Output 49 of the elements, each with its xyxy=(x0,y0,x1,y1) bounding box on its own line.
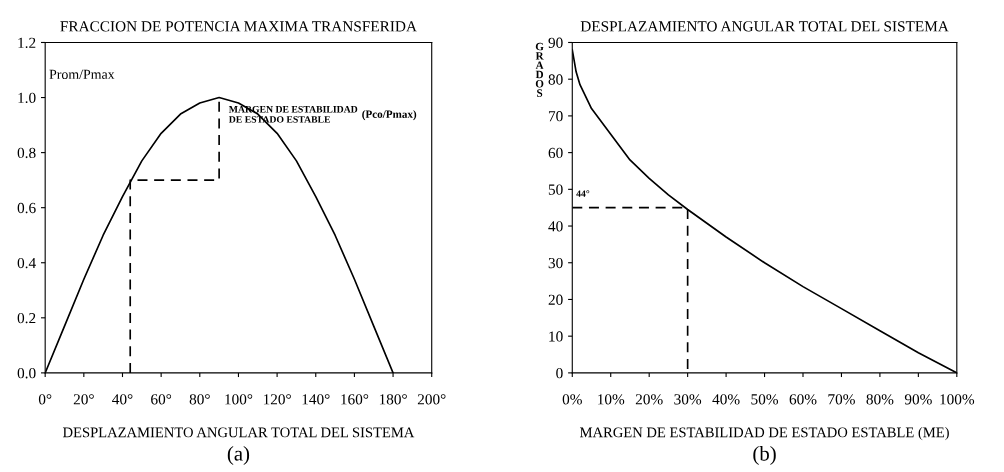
x-tick-label: 40% xyxy=(712,394,740,405)
annotation: (Pco/Pmax) xyxy=(362,110,417,121)
y-axis-title: GRADOS xyxy=(535,42,544,97)
chart-title: DESPLAZAMIENTO ANGULAR TOTAL DEL SISTEMA xyxy=(580,21,949,32)
y-tick-label: 20 xyxy=(548,294,563,305)
x-tick-label: 70% xyxy=(828,394,855,405)
x-tick-label: 120° xyxy=(263,394,291,405)
y-axis-title: Prom/Pmax xyxy=(49,69,115,79)
y-tick-label: 70 xyxy=(548,111,563,122)
x-tick-label: 20° xyxy=(73,394,94,405)
y-tick-label: 0.2 xyxy=(17,312,36,324)
y-tick-label: 0.8 xyxy=(17,147,36,159)
y-tick-label: 40 xyxy=(548,221,563,232)
x-tick-label: 60° xyxy=(151,394,172,405)
text: (a) xyxy=(227,446,250,465)
x-tick-label: 100% xyxy=(940,394,975,405)
y-tick-label: 0.6 xyxy=(17,202,36,214)
x-tick-label: 80° xyxy=(189,394,210,405)
y-tick-label: 10 xyxy=(549,331,563,342)
x-tick-label: 50% xyxy=(751,394,779,405)
y-tick-label: 1.2 xyxy=(18,37,36,48)
chart-title: FRACCION DE POTENCIA MAXIMA TRANSFERIDA xyxy=(60,21,417,32)
x-tick-label: 200° xyxy=(417,394,446,405)
x-tick-label: 60% xyxy=(789,394,817,405)
x-axis-title: MARGEN DE ESTABILIDAD DE ESTADO ESTABLE (ME) xyxy=(579,427,949,441)
y-tick-label: 60 xyxy=(548,147,563,159)
y-tick-label: 50 xyxy=(548,184,563,195)
y-tick-label: 0 xyxy=(556,368,563,379)
x-tick-label: 40° xyxy=(112,394,133,405)
x-tick-label: 100° xyxy=(225,394,253,405)
x-tick-label: 90% xyxy=(904,394,932,405)
x-tick-label: 0% xyxy=(562,394,582,405)
text: (b) xyxy=(753,446,776,465)
x-tick-label: 30% xyxy=(674,394,702,405)
y-tick-label: 90 xyxy=(548,37,563,48)
y-tick-label: 0.0 xyxy=(17,368,36,379)
x-axis-title: DESPLAZAMIENTO ANGULAR TOTAL DEL SISTEMA xyxy=(62,427,415,438)
x-tick-label: 10% xyxy=(598,394,625,405)
x-tick-label: 140° xyxy=(302,394,330,405)
x-tick-label: 20% xyxy=(635,394,663,405)
annotation: 44° xyxy=(576,190,590,197)
x-tick-label: 0° xyxy=(38,394,52,405)
x-tick-label: 80% xyxy=(866,394,894,405)
y-tick-label: 0.4 xyxy=(17,257,36,269)
y-tick-label: 30 xyxy=(548,257,563,269)
x-tick-label: 180° xyxy=(379,394,407,405)
y-tick-label: 1.0 xyxy=(18,92,36,104)
x-tick-label: 160° xyxy=(341,394,369,405)
y-tick-label: 80 xyxy=(548,74,563,85)
